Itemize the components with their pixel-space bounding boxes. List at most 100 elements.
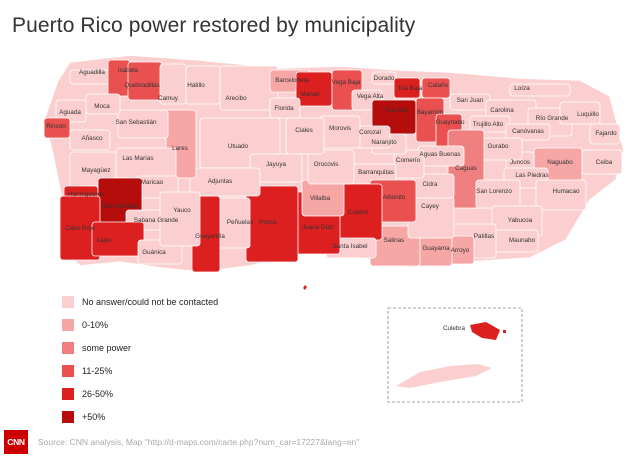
- cnn-logo: CNN: [4, 430, 28, 454]
- legend-label: some power: [82, 343, 132, 353]
- municipality-lajas: [91, 221, 145, 257]
- puerto-rico-map: Aguadilla Isabela Quebradillas Camuy Hatillo…: [43, 54, 625, 403]
- legend-label: +50%: [82, 412, 106, 422]
- municipality-label-catano: Cataño: [428, 82, 449, 89]
- municipality-label-caguas: Caguas: [455, 165, 477, 172]
- municipality-label-san-german: San Germán: [102, 203, 138, 210]
- municipality-label-camuy: Camuy: [158, 95, 179, 102]
- municipality-label-ceiba: Ceiba: [596, 159, 613, 166]
- municipality-label-maricao: Maricao: [141, 179, 164, 186]
- municipality-label-mayaguez: Mayagüez: [81, 167, 110, 174]
- municipality-label-guayanilla: Guayanilla: [195, 233, 225, 240]
- municipality-humacao: [535, 179, 587, 211]
- municipality-label-naranjito: Naranjito: [371, 139, 397, 146]
- municipality-toa-baja: [393, 77, 421, 99]
- municipality-label-lajas: Lajas: [96, 237, 111, 244]
- municipality-label-adjuntas: Adjuntas: [208, 178, 233, 185]
- municipality-yauco: [159, 191, 201, 247]
- municipality-arecibo: [219, 65, 279, 111]
- legend-swatch: [62, 365, 74, 377]
- municipality-label-vega-alta: Vega Alta: [357, 93, 384, 100]
- inset-box: [387, 307, 523, 403]
- legend-label: 26-50%: [82, 389, 114, 399]
- municipality-label-naguabo: Naguabo: [547, 159, 573, 166]
- municipality-label-toa-baja: Toa Baja: [398, 85, 423, 92]
- municipality-label-lares: Lares: [172, 145, 188, 152]
- municipality-label-maunabo: Maunabo: [509, 237, 536, 244]
- municipality-label-cabo-rojo: Cabo Rojo: [65, 225, 95, 232]
- municipality-label-patillas: Patillas: [474, 233, 494, 240]
- legend-swatch: [62, 388, 74, 400]
- legend-item: 26-50%: [62, 386, 218, 402]
- municipality-label-barranquitas: Barranquitas: [358, 169, 394, 176]
- municipality-luquillo: [559, 101, 601, 125]
- legend: No answer/could not be contacted 0-10% som…: [62, 294, 218, 432]
- municipality-label-comerio: Comerío: [396, 157, 421, 164]
- municipality-label-penuelas: Peñuelas: [227, 219, 253, 226]
- municipality-label-yauco: Yauco: [173, 207, 191, 214]
- municipality-isabela: [107, 59, 131, 97]
- legend-item: 11-25%: [62, 363, 218, 379]
- municipality-label-juana-diaz: Juana Díaz: [302, 224, 334, 231]
- municipality-label-orocovis: Orocovis: [314, 161, 339, 168]
- municipality-label-quebradillas: Quebradillas: [124, 82, 159, 89]
- legend-label: 0-10%: [82, 320, 109, 330]
- legend-label: No answer/could not be contacted: [82, 297, 219, 307]
- municipality-label-culebra: Culebra: [443, 325, 466, 332]
- municipality-label-canovanas: Canóvanas: [512, 128, 544, 135]
- municipality-label-rincon: Rincón: [46, 123, 66, 130]
- municipality-label-ciales: Ciales: [295, 127, 313, 134]
- municipality-label-vega-baja: Vega Baja: [332, 79, 361, 86]
- legend-swatch: [62, 319, 74, 331]
- municipality-label-las-marias: Las Marías: [122, 155, 153, 162]
- municipality-label-arecibo: Arecibo: [225, 95, 247, 102]
- legend-swatch: [62, 342, 74, 354]
- municipality-label-san-juan: San Juan: [457, 97, 484, 104]
- municipality-label-fajardo: Fajardo: [595, 130, 617, 137]
- municipality-label-ponce: Ponce: [259, 219, 277, 226]
- municipality-label-isabela: Isabela: [118, 67, 139, 74]
- municipality-label-san-sebastian: San Sebastián: [116, 119, 157, 126]
- municipality-label-florida: Florida: [274, 105, 294, 112]
- culebra-island: [470, 322, 500, 340]
- municipality-label-morovis: Morovis: [329, 125, 351, 132]
- legend-item: No answer/could not be contacted: [62, 294, 218, 310]
- municipality-label-anasco: Añasco: [81, 135, 103, 142]
- municipality-label-arroyo: Arroyo: [451, 247, 470, 254]
- municipality-orocovis: [307, 149, 355, 185]
- municipality-label-san-lorenzo: San Lorenzo: [476, 188, 512, 195]
- municipality-florida: [269, 97, 301, 119]
- municipality-label-luquillo: Luquillo: [577, 111, 599, 118]
- municipality-label-moca: Moca: [94, 103, 110, 110]
- municipality-san-sebastian: [117, 109, 169, 139]
- municipality-morovis: [319, 115, 361, 149]
- municipality-label-coamo: Coamo: [348, 209, 369, 216]
- culebra-islet: [503, 330, 506, 333]
- municipality-adjuntas: [189, 167, 261, 197]
- municipality-label-carolina: Carolina: [490, 107, 514, 114]
- municipality-ciales: [285, 117, 325, 155]
- municipality-rincon: [43, 117, 71, 139]
- municipality-label-guaynabo: Guaynabo: [435, 119, 465, 126]
- municipality-label-humacao: Humacao: [553, 188, 580, 195]
- municipality-loiza: [509, 83, 571, 97]
- municipality-label-jayuya: Jayuya: [266, 161, 286, 168]
- municipality-aguada: [55, 99, 87, 123]
- footer: CNN Source: CNN analysis, Map "http://d-…: [0, 428, 640, 456]
- municipality-label-guanica: Guánica: [142, 249, 166, 256]
- municipality-label-gurabo: Gurabo: [487, 143, 509, 150]
- legend-item: some power: [62, 340, 218, 356]
- municipality-label-salinas: Salinas: [384, 237, 405, 244]
- municipality-label-santa-isabel: Santa Isabel: [332, 243, 367, 250]
- legend-swatch: [62, 411, 74, 423]
- vieques-island: [396, 364, 492, 388]
- municipality-label-aguada: Aguada: [59, 109, 81, 116]
- municipality-label-loiza: Loíza: [514, 85, 530, 92]
- municipality-label-toa-alta: Toa Alta: [385, 107, 408, 114]
- municipality-label-villalba: Villalba: [310, 195, 331, 202]
- municipality-canovanas: [505, 123, 551, 141]
- municipality-label-manati: Manatí: [300, 91, 320, 98]
- municipality-fajardo: [589, 123, 621, 145]
- municipality-label-sabana-grande: Sabana Grande: [134, 217, 179, 224]
- municipality-label-utuado: Utuado: [228, 143, 249, 150]
